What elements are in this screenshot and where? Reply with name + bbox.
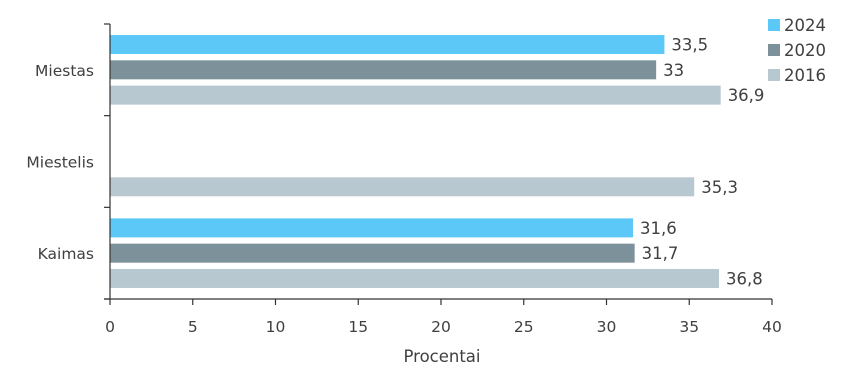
bar-kaimas-2020: [110, 243, 635, 263]
legend-swatch-2020: [768, 44, 780, 56]
data-label-miestas-2024: 33,5: [671, 36, 708, 55]
data-label-miestelis-2016: 35,3: [701, 178, 738, 197]
bar-kaimas-2016: [110, 268, 720, 288]
data-label-kaimas-2020: 31,7: [642, 244, 679, 263]
legend-label-2024: 2024: [784, 16, 826, 35]
legend-label-2016: 2016: [784, 66, 826, 85]
x-tick-label: 40: [762, 318, 782, 336]
legend-swatch-2024: [768, 19, 780, 31]
axes-layer: 0 5 10 15 20 25 30 35 40: [104, 23, 782, 336]
x-tick-label: 25: [514, 318, 534, 336]
data-label-kaimas-2024: 31,6: [640, 219, 677, 238]
labels-layer: 33,5 33 36,9 Miestas 35,3 Miestelis 31,6 31,7 36…: [26, 36, 764, 289]
category-label-kaimas: Kaimas: [38, 245, 94, 263]
legend-swatch-2016: [768, 69, 780, 81]
legend: 2024 2020 2016: [768, 16, 826, 85]
bar-miestas-2020: [110, 60, 657, 80]
category-label-miestelis: Miestelis: [26, 154, 94, 172]
x-tick-label: 30: [597, 318, 617, 336]
bar-miestelis-2016: [110, 177, 695, 197]
x-tick-label: 5: [188, 318, 198, 336]
x-tick-label: 0: [105, 318, 115, 336]
data-label-miestas-2020: 33: [663, 61, 684, 80]
x-tick-label: 15: [348, 318, 368, 336]
x-tick-label: 35: [679, 318, 699, 336]
bars-layer: [110, 35, 721, 288]
x-tick-label: 20: [431, 318, 451, 336]
bar-miestas-2024: [110, 35, 665, 55]
bar-kaimas-2024: [110, 218, 633, 238]
x-axis-title: Procentai: [403, 347, 480, 366]
category-label-miestas: Miestas: [35, 62, 94, 80]
x-tick-label: 10: [266, 318, 286, 336]
legend-label-2020: 2020: [784, 41, 826, 60]
bar-miestas-2016: [110, 85, 721, 105]
data-label-miestas-2016: 36,9: [728, 86, 765, 105]
data-label-kaimas-2016: 36,8: [726, 269, 763, 288]
